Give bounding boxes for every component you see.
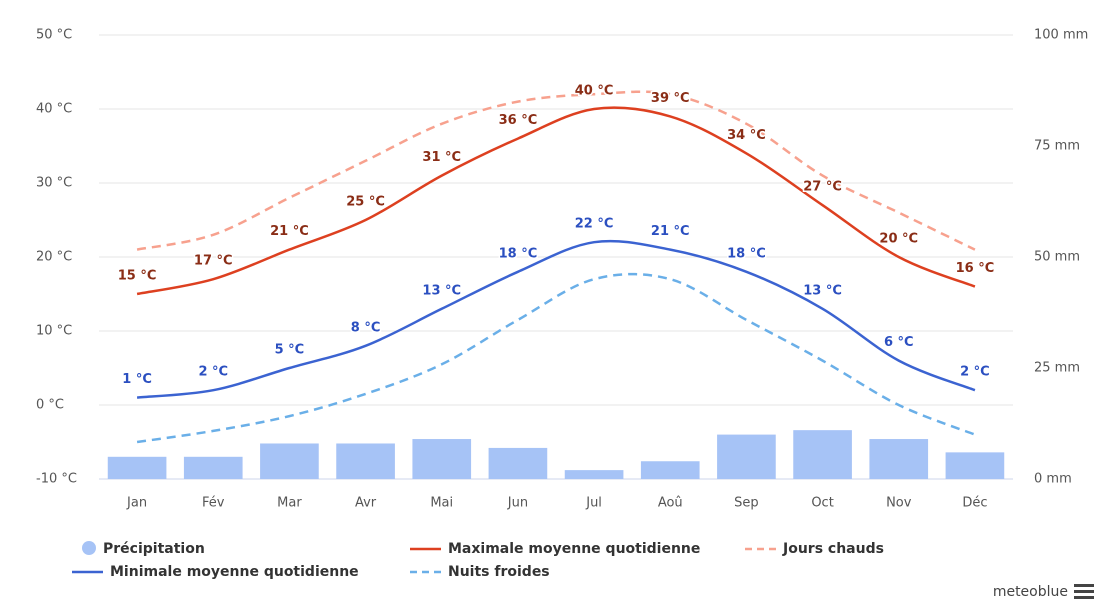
branding: meteoblue <box>993 584 1068 600</box>
value-label: 27 °C <box>803 180 842 195</box>
y-tick-label: 50 °C <box>36 28 72 43</box>
value-label: 6 °C <box>884 335 914 350</box>
x-tick-label: Jun <box>507 496 528 511</box>
x-tick-label: Sep <box>734 496 759 511</box>
x-tick-label: Oct <box>811 496 833 511</box>
value-label: 22 °C <box>575 217 614 232</box>
precipitation-bar <box>488 447 548 479</box>
value-label: 16 °C <box>956 261 995 276</box>
value-label: 39 °C <box>651 91 690 106</box>
x-tick-label: Aoû <box>658 496 683 511</box>
menu-bar <box>1074 590 1094 593</box>
value-label: 20 °C <box>879 232 918 247</box>
y-tick-label: 30 °C <box>36 176 72 191</box>
precipitation-bar <box>336 443 395 479</box>
x-tick-label: Jul <box>585 496 602 511</box>
x-tick-label: Mai <box>430 496 453 511</box>
y2-tick-label: 100 mm <box>1034 28 1088 43</box>
y-tick-label: -10 °C <box>36 472 77 487</box>
value-label: 1 °C <box>122 372 152 387</box>
value-label: 8 °C <box>351 320 381 335</box>
value-label: 13 °C <box>803 283 842 298</box>
legend-label: Jours chauds <box>782 541 884 557</box>
line <box>136 239 976 399</box>
menu-bar <box>1074 596 1094 599</box>
dashed-line <box>136 90 976 251</box>
precipitation-bar <box>945 452 1005 479</box>
value-label: 18 °C <box>499 246 538 261</box>
value-label: 5 °C <box>275 343 305 358</box>
legend-label: Nuits froides <box>448 564 550 580</box>
value-label: 36 °C <box>499 113 538 128</box>
value-label: 21 °C <box>651 224 690 239</box>
legend-label: Précipitation <box>103 541 205 557</box>
value-label: 18 °C <box>727 246 766 261</box>
x-tick-label: Mar <box>277 496 302 511</box>
precipitation-bar <box>793 430 852 479</box>
x-tick-label: Jan <box>126 496 147 511</box>
menu-bar <box>1074 584 1094 587</box>
value-label: 13 °C <box>422 283 461 298</box>
y2-tick-label: 50 mm <box>1034 250 1080 265</box>
legend-label: Maximale moyenne quotidienne <box>448 541 700 557</box>
value-label: 2 °C <box>960 365 990 380</box>
precipitation-bar <box>869 439 929 479</box>
x-tick-label: Nov <box>886 496 912 511</box>
value-label: 40 °C <box>575 84 614 99</box>
precipitation-bar <box>412 439 472 479</box>
value-label: 21 °C <box>270 224 309 239</box>
value-label: 34 °C <box>727 128 766 143</box>
x-tick-label: Avr <box>355 496 377 511</box>
line <box>136 106 976 296</box>
legend-label: Minimale moyenne quotidienne <box>110 564 359 580</box>
value-label: 25 °C <box>346 195 385 210</box>
precipitation-bar <box>564 470 624 479</box>
y-tick-label: 0 °C <box>36 398 64 413</box>
precipitation-bar <box>640 461 700 479</box>
y2-tick-label: 0 mm <box>1034 472 1072 487</box>
x-tick-label: Déc <box>962 496 987 511</box>
value-label: 17 °C <box>194 254 233 269</box>
value-label: 15 °C <box>118 269 157 284</box>
y-tick-label: 40 °C <box>36 102 72 117</box>
y2-tick-label: 25 mm <box>1034 361 1080 376</box>
y-tick-label: 20 °C <box>36 250 72 265</box>
precipitation-bar <box>107 456 167 479</box>
value-label: 31 °C <box>422 150 461 165</box>
y2-tick-label: 75 mm <box>1034 139 1080 154</box>
precipitation-bar <box>260 443 319 479</box>
dashed-line <box>136 272 976 444</box>
precipitation-bar <box>183 456 243 479</box>
legend-symbol <box>82 541 96 555</box>
x-tick-label: Fév <box>202 496 225 511</box>
menu-icon[interactable] <box>1074 584 1094 599</box>
value-label: 2 °C <box>198 365 228 380</box>
precipitation-bar <box>717 434 776 479</box>
y-tick-label: 10 °C <box>36 324 72 339</box>
